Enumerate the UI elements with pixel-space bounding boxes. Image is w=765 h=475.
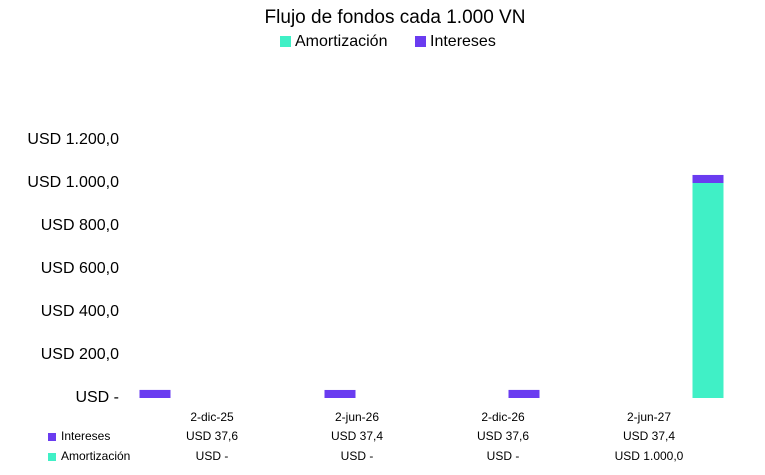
table-value: USD - [196, 449, 229, 463]
bar [139, 389, 171, 398]
legend-label: Amortización [295, 33, 387, 50]
table-value: USD 37,6 [477, 429, 529, 443]
table-value: USD - [341, 449, 374, 463]
table-value: USD 1.000,0 [615, 449, 684, 463]
table-value: USD 37,4 [623, 429, 675, 443]
chart-title: Flujo de fondos cada 1.000 VN [265, 7, 526, 28]
y-tick-label: USD 600,0 [41, 260, 119, 277]
bar [508, 389, 540, 398]
y-tick-label: USD 1.200,0 [27, 131, 119, 148]
y-tick-label: USD 200,0 [41, 346, 119, 363]
legend-swatch [280, 36, 291, 47]
table-value: USD - [487, 449, 520, 463]
bar [692, 183, 724, 398]
table-legend-swatch [48, 453, 56, 461]
y-tick-label: USD 800,0 [41, 217, 119, 234]
legend-label: Intereses [430, 33, 496, 50]
table-row-label: Intereses [61, 429, 110, 443]
table-value: USD 37,6 [186, 429, 238, 443]
x-tick-label: 2-jun-27 [627, 410, 671, 424]
x-tick-label: 2-jun-26 [335, 410, 379, 424]
bar [692, 174, 724, 183]
y-tick-label: USD 1.000,0 [27, 174, 119, 191]
y-tick-label: USD 400,0 [41, 303, 119, 320]
table-legend-swatch [48, 433, 56, 441]
table-value: USD 37,4 [331, 429, 383, 443]
x-tick-label: 2-dic-25 [190, 410, 234, 424]
bar [324, 389, 356, 398]
table-row-label: Amortización [61, 449, 130, 463]
x-tick-label: 2-dic-26 [481, 410, 525, 424]
legend-swatch [415, 36, 426, 47]
y-tick-label: USD - [75, 389, 119, 406]
